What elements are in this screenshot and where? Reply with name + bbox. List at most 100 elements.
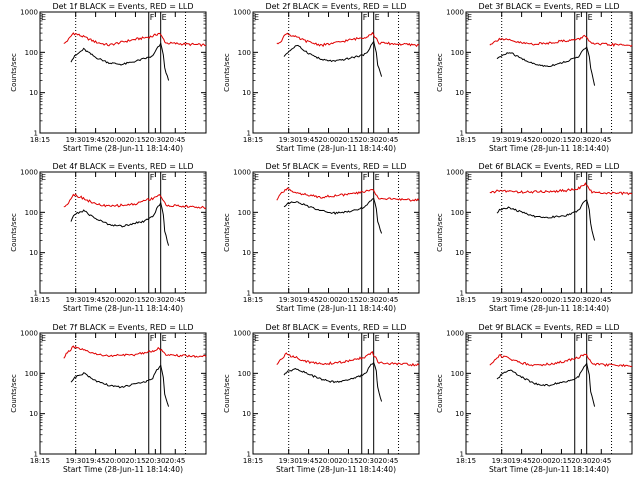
y-tick-label: 1 [247,451,251,459]
chart-panel-7: Det 7f BLACK = Events, RED = LLD 1 10 100 10… [10,323,207,474]
x-tick-label: 19:30 [492,296,512,304]
marker-label: F [363,173,368,182]
lld-series-line [489,182,633,196]
plot-frame [39,332,207,455]
y-tick-label: 100 [238,49,251,57]
lld-series-line [63,193,207,210]
y-tick-label: 1000 [233,169,251,177]
marker-label: E [588,334,593,343]
x-tick-label: 20:30 [145,296,165,304]
y-tick-label: 100 [25,209,38,217]
x-tick-label: 19:45 [86,136,106,144]
y-tick-label: 1 [34,451,38,459]
x-tick-label: 20:15 [338,296,358,304]
x-tick-label: 18:15 [243,136,263,144]
y-tick-label: 100 [451,209,464,217]
chart-panel-8: Det 8f BLACK = Events, RED = LLD 1 10 100 10… [223,323,420,474]
x-tick-label: 20:15 [551,136,571,144]
y-axis-label: Counts/sec [223,374,231,413]
y-tick-label: 1000 [446,330,464,338]
x-tick-label: 20:45 [591,136,611,144]
y-tick-label: 1000 [233,330,251,338]
x-tick-label: 20:30 [571,136,591,144]
chart-title: Det 7f BLACK = Events, RED = LLD [52,323,193,332]
y-tick-label: 100 [238,209,251,217]
x-tick-label: 20:00 [531,136,551,144]
y-tick-label: 1 [460,130,464,138]
plot-frame [39,171,207,294]
x-tick-label: 19:45 [512,296,532,304]
marker-label: E [162,13,167,22]
x-tick-label: 20:45 [165,296,185,304]
x-tick-label: 18:15 [456,296,476,304]
plot-frame [252,171,420,294]
x-tick-label: 20:00 [105,136,125,144]
marker-label: E [254,173,259,182]
x-tick-label: 19:45 [299,136,319,144]
x-tick-label: 19:45 [86,296,106,304]
chart-panel-6: Det 6f BLACK = Events, RED = LLD 1 10 100 10… [436,162,633,313]
x-tick-label: 20:30 [145,136,165,144]
x-axis-label: Start Time (28-Jun-11 18:14:40) [276,304,396,313]
x-tick-label: 19:30 [279,136,299,144]
x-tick-label: 19:45 [86,457,106,465]
events-series-line [496,362,596,407]
y-tick-label: 1 [34,290,38,298]
x-tick-label: 20:45 [165,136,185,144]
chart-title: Det 6f BLACK = Events, RED = LLD [478,162,619,171]
events-series-line [496,46,596,86]
x-axis-label: Start Time (28-Jun-11 18:14:40) [63,465,183,474]
x-axis-label: Start Time (28-Jun-11 18:14:40) [276,465,396,474]
x-tick-label: 20:00 [531,296,551,304]
y-tick-label: 1000 [446,9,464,17]
x-tick-label: 19:45 [299,457,319,465]
events-series-line [283,361,383,402]
x-tick-label: 20:15 [338,136,358,144]
x-tick-label: 20:30 [358,296,378,304]
events-series-line [70,364,170,407]
x-tick-label: 18:15 [30,136,50,144]
x-axis-label: Start Time (28-Jun-11 18:14:40) [276,144,396,153]
x-tick-label: 19:30 [66,136,86,144]
chart-title: Det 5f BLACK = Events, RED = LLD [265,162,406,171]
x-tick-label: 18:15 [30,296,50,304]
y-axis-label: Counts/sec [436,374,444,413]
marker-label: E [162,334,167,343]
marker-label: E [41,173,46,182]
y-tick-label: 100 [238,370,251,378]
x-tick-label: 20:15 [338,457,358,465]
x-axis-label: Start Time (28-Jun-11 18:14:40) [63,304,183,313]
events-series-line [496,199,596,241]
y-tick-label: 10 [29,410,38,418]
y-tick-label: 1 [247,130,251,138]
y-tick-label: 100 [25,370,38,378]
x-tick-label: 19:30 [66,457,86,465]
y-tick-label: 1 [247,290,251,298]
x-tick-label: 20:45 [378,136,398,144]
marker-label: F [150,173,155,182]
events-series-line [70,201,170,246]
lld-series-line [489,353,633,368]
chart-title: Det 1f BLACK = Events, RED = LLD [52,2,193,11]
marker-label: E [467,334,472,343]
events-series-line [283,40,383,77]
x-tick-label: 20:30 [358,457,378,465]
y-tick-label: 1000 [20,330,38,338]
x-axis-label: Start Time (28-Jun-11 18:14:40) [63,144,183,153]
x-tick-label: 20:00 [531,457,551,465]
x-tick-label: 19:30 [492,136,512,144]
marker-label: F [363,13,368,22]
lld-series-line [276,351,420,367]
lld-series-line [63,345,207,359]
x-tick-label: 18:15 [456,457,476,465]
marker-label: E [588,173,593,182]
lld-series-line [489,34,633,47]
y-tick-label: 100 [451,370,464,378]
chart-panel-5: Det 5f BLACK = Events, RED = LLD 1 10 100 10… [223,162,420,313]
chart-title: Det 2f BLACK = Events, RED = LLD [265,2,406,11]
chart-panel-9: Det 9f BLACK = Events, RED = LLD 1 10 100 10… [436,323,633,474]
marker-label: F [150,13,155,22]
y-tick-label: 10 [242,249,251,257]
y-tick-label: 1000 [20,9,38,17]
